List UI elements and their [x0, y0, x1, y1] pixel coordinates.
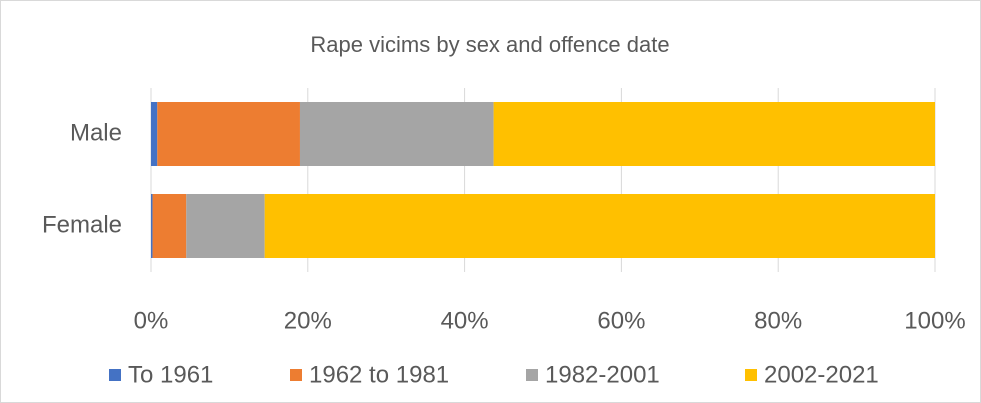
legend-swatch — [109, 369, 121, 381]
y-tick-label: Male — [70, 119, 122, 146]
legend-label: To 1961 — [128, 361, 213, 388]
legend-label: 1962 to 1981 — [309, 361, 449, 388]
x-tick-label: 40% — [441, 307, 489, 334]
bar-segment — [151, 194, 153, 258]
bar-segment — [152, 194, 187, 258]
chart-title: Rape vicims by sex and offence date — [310, 32, 669, 57]
x-tick-label: 60% — [597, 307, 645, 334]
legend-swatch — [745, 369, 757, 381]
x-tick-label: 0% — [134, 307, 169, 334]
legend-label: 1982-2001 — [545, 361, 660, 388]
legend-label: 2002-2021 — [764, 361, 879, 388]
x-tick-label: 100% — [904, 307, 965, 334]
bar-segment — [264, 194, 935, 258]
bar-segment — [299, 102, 494, 166]
legend-swatch — [290, 369, 302, 381]
legend-swatch — [526, 369, 538, 381]
bar-segment — [493, 102, 935, 166]
x-tick-label: 20% — [284, 307, 332, 334]
y-tick-label: Female — [42, 211, 122, 238]
x-tick-label: 80% — [754, 307, 802, 334]
bar-segment — [186, 194, 265, 258]
bar-segment — [151, 102, 158, 166]
bar-segment — [157, 102, 300, 166]
